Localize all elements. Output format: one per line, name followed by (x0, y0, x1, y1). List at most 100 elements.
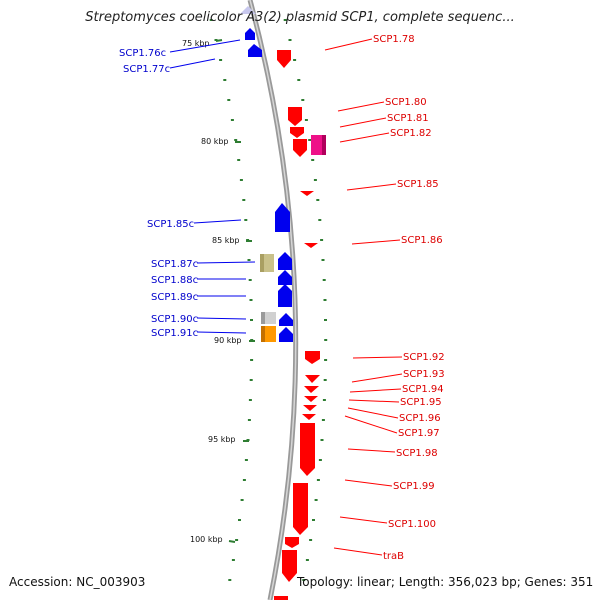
forward-gene-arrow (290, 127, 304, 138)
forward-gene-arrow (304, 386, 319, 393)
leader-line (324, 38, 373, 51)
forward-gene-arrow (305, 351, 320, 364)
gene-block-magenta-edge (322, 135, 326, 155)
forward-gene-arrow (288, 107, 302, 126)
tick-dot (227, 99, 231, 101)
reverse-gene-arrow (275, 203, 290, 232)
tick-dot (250, 359, 254, 361)
gene-label-scp1-96: SCP1.96 (399, 413, 441, 424)
topology-summary: Topology: linear; Length: 356,023 bp; Ge… (297, 575, 594, 589)
forward-gene-arrow (300, 191, 314, 196)
gene-block-orange-edge (261, 326, 265, 342)
tick-dots-inner (209, 19, 254, 581)
tick-dot (223, 79, 227, 81)
gene-label-scp1-76c: SCP1.76c (119, 48, 166, 59)
tick-dot (322, 279, 326, 281)
gene-label-scp1-85c: SCP1.85c (147, 219, 194, 230)
gene-label-scp1-100: SCP1.100 (388, 519, 436, 530)
tick-dot (321, 259, 325, 261)
reverse-gene-arrow (279, 327, 293, 342)
reverse-gene-arrow (240, 6, 256, 14)
reverse-gene-arrow (278, 270, 292, 285)
leader-line (344, 415, 398, 434)
gene-label-scp1-88c: SCP1.88c (151, 275, 198, 286)
tick-dot (235, 539, 239, 541)
gene-label-scp1-87c: SCP1.87c (151, 259, 198, 270)
tick-dot (237, 159, 241, 161)
tick-dot (324, 319, 327, 321)
forward-gene-arrow (274, 596, 288, 600)
tick-dot (247, 259, 251, 261)
tick-dot (293, 59, 297, 61)
gene-label-trab: traB (383, 551, 404, 562)
reverse-gene-arrow (245, 28, 255, 40)
forward-gene-arrow (302, 414, 316, 420)
tick-dot (324, 359, 328, 361)
gene-label-scp1-95: SCP1.95 (400, 397, 442, 408)
kbp-label-95: 95 kbp (208, 435, 236, 444)
gene-label-scp1-81: SCP1.81 (387, 113, 429, 124)
tick-dot (244, 459, 248, 461)
kbp-label-100: 100 kbp (190, 535, 223, 544)
gene-label-scp1-93: SCP1.93 (403, 369, 445, 380)
tick-dot (228, 579, 232, 581)
tick-dot (248, 279, 252, 281)
leader-line (169, 58, 216, 69)
tick-dot (313, 179, 317, 181)
tick-dot (242, 479, 246, 481)
gene-block-grey-edge (261, 312, 265, 324)
tick-dot (320, 439, 324, 441)
reverse-gene-arrow (278, 252, 292, 270)
gene-label-scp1-82: SCP1.82 (390, 128, 432, 139)
forward-gene-arrow (293, 483, 308, 535)
leader-line (196, 317, 247, 320)
leader-line (196, 331, 247, 334)
tick-dot (320, 239, 324, 241)
tick-dot (239, 179, 243, 181)
leader-line (339, 516, 388, 524)
leader-line (348, 399, 400, 403)
tick-dot (308, 139, 312, 141)
tick-dot (234, 139, 238, 141)
tick-dot (247, 419, 251, 421)
tick-dot (304, 119, 308, 121)
gene-label-scp1-90c: SCP1.90c (151, 314, 198, 325)
tick-dot (318, 459, 322, 461)
kbp-tick-75 (215, 39, 223, 42)
leader-line (333, 547, 383, 556)
forward-gene-arrow (304, 396, 318, 402)
reverse-gene-arrow (279, 313, 293, 326)
tick-dot (302, 579, 306, 581)
accession-text: Accession: NC_003903 (9, 575, 146, 589)
tick-dot (238, 519, 241, 521)
gene-label-scp1-98: SCP1.98 (396, 448, 438, 459)
tick-dot (314, 499, 318, 501)
tick-dot (250, 319, 253, 321)
scale-ticks: 75 kbp 80 kbp 85 kbp 90 kbp 95 kbp 100 k… (182, 39, 255, 544)
gene-label-scp1-89c: SCP1.89c (151, 292, 198, 303)
tick-dot (323, 379, 327, 381)
gene-label-scp1-97: SCP1.97 (398, 428, 440, 439)
tick-dot (240, 499, 244, 501)
leader-line (193, 219, 242, 224)
tick-dot (249, 379, 253, 381)
leader-line (337, 101, 385, 112)
leader-line (351, 239, 401, 245)
gene-label-scp1-86: SCP1.86 (401, 235, 443, 246)
leader-line (344, 479, 393, 487)
kbp-label-80: 80 kbp (201, 137, 229, 146)
tick-dot (242, 199, 246, 201)
leader-line (347, 448, 396, 453)
tick-dot (312, 519, 315, 521)
tick-dot (311, 159, 315, 161)
tick-dot (283, 19, 287, 21)
kbp-label-75: 75 kbp (182, 39, 210, 48)
tick-dot (305, 559, 309, 561)
gene-label-scp1-78: SCP1.78 (373, 34, 415, 45)
forward-gene-arrow (285, 537, 299, 548)
tick-dot (301, 99, 305, 101)
map-title: Streptomyces coelicolor A3(2) plasmid SC… (85, 10, 515, 25)
kbp-label-85: 85 kbp (212, 236, 240, 245)
forward-gene-arrow (305, 375, 320, 383)
